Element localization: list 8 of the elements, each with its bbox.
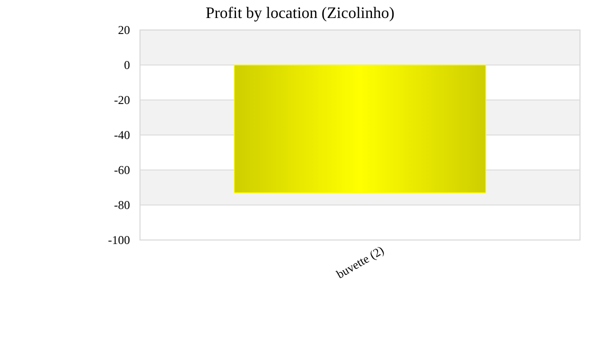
y-tick-label: -20 bbox=[114, 93, 130, 108]
y-tick-label: 0 bbox=[124, 58, 130, 72]
y-tick-label: -100 bbox=[108, 233, 130, 248]
y-tick-label: -40 bbox=[114, 128, 130, 142]
y-tick-label: -80 bbox=[114, 198, 130, 212]
chart-title: Profit by location (Zicolinho) bbox=[206, 5, 394, 22]
y-tick-label: 20 bbox=[118, 23, 130, 38]
y-tick-label: -60 bbox=[114, 163, 130, 178]
